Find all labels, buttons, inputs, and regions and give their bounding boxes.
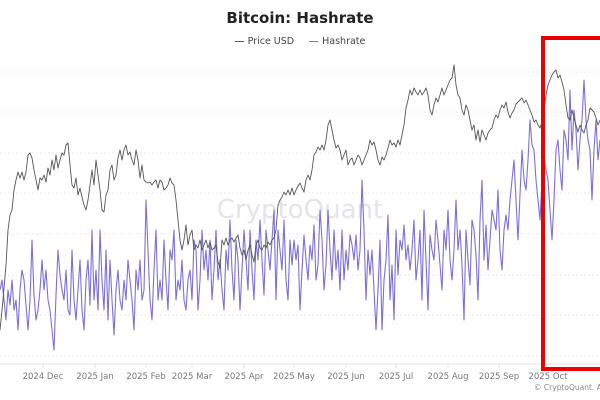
x-axis-ticks: 2024 Dec 2025 Jan 2025 Feb 2025 Mar 2025 Apr… xyxy=(23,364,568,382)
hashrate-line-swatch-icon xyxy=(309,40,319,42)
x-tick-label: 2025 Jul xyxy=(379,372,414,382)
x-tick-label: 2024 Dec xyxy=(23,372,64,382)
x-tick-label: 2025 Aug xyxy=(428,372,469,382)
legend-item-hashrate[interactable]: Hashrate xyxy=(309,36,365,47)
hashrate-series-line xyxy=(0,79,600,351)
legend-label-price: Price USD xyxy=(247,35,295,47)
x-tick-label: 2025 Jan xyxy=(76,372,113,382)
watermark: CryptoQuant xyxy=(217,195,383,225)
legend-item-price[interactable]: Price USD xyxy=(234,35,295,47)
highlight-rectangle xyxy=(541,36,600,371)
chart-title: Bitcoin: Hashrate xyxy=(226,9,374,27)
x-tick-label: 2025 May xyxy=(273,372,315,382)
x-tick-label: 2025 Apr xyxy=(224,372,264,382)
x-tick-label: 2025 Oct xyxy=(528,372,568,382)
copyright-credit: © CryptoQuant. All xyxy=(534,383,600,392)
x-tick-label: 2025 Sep xyxy=(479,372,519,382)
legend-label-hashrate: Hashrate xyxy=(322,35,366,47)
chart-legend: Price USD Hashrate xyxy=(0,34,600,47)
price-series-line xyxy=(0,64,600,331)
x-tick-label: 2025 Feb xyxy=(126,372,165,382)
price-line-swatch-icon xyxy=(234,40,244,42)
x-tick-label: 2025 Mar xyxy=(172,372,213,382)
x-tick-label: 2025 Jun xyxy=(327,372,365,382)
